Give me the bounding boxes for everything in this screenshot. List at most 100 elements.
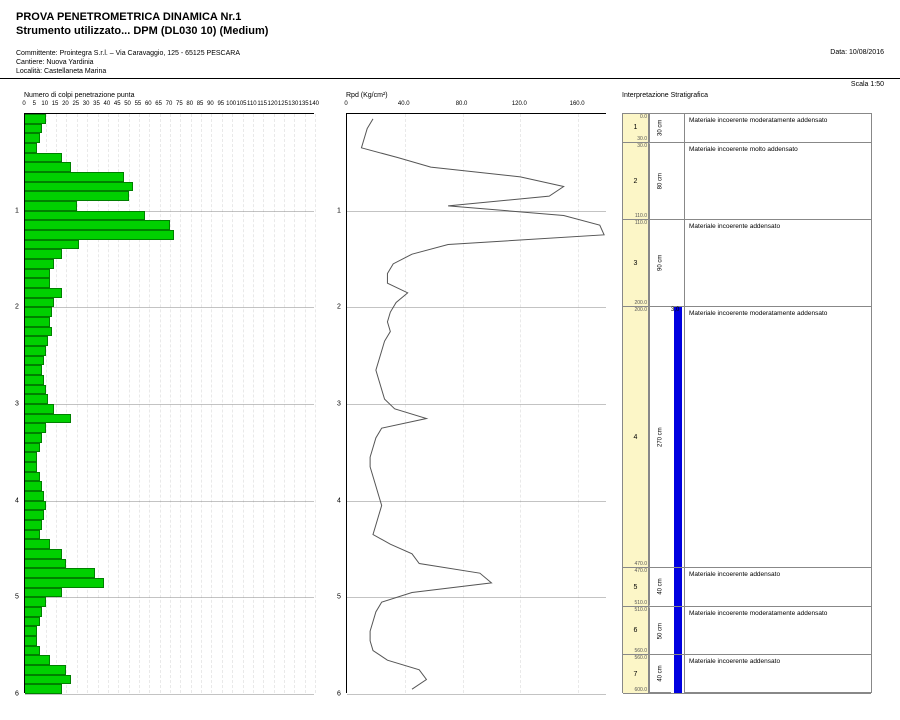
blow-bar: [25, 433, 42, 443]
blow-bar: [25, 375, 44, 385]
blow-bar: [25, 327, 52, 337]
strat-layer-desc: Materiale incoerente addensato: [685, 655, 871, 693]
blow-y-tick: 2: [15, 304, 19, 311]
strat-layer-thickness: 50 cm: [649, 607, 671, 654]
blow-bar: [25, 336, 48, 346]
scale-label: Scala 1:50: [0, 79, 900, 88]
blow-x-tick: 90: [207, 101, 214, 107]
blow-y-tick: 3: [15, 400, 19, 407]
blow-bar: [25, 182, 133, 192]
blow-x-tick: 0: [22, 101, 25, 107]
blow-x-tick: 30: [83, 101, 90, 107]
strat-layer-desc: Materiale incoerente addensato: [685, 220, 871, 306]
blow-bar: [25, 510, 44, 520]
blow-x-tick: 40: [104, 101, 111, 107]
blow-bar: [25, 259, 54, 269]
blow-x-tick: 55: [135, 101, 142, 107]
blow-bar: [25, 191, 129, 201]
strat-layer-num: 4200.0470.0: [623, 307, 649, 567]
blow-x-tick: 95: [217, 101, 224, 107]
blow-bar: [25, 230, 174, 240]
blow-x-tick: 80: [186, 101, 193, 107]
blow-bar: [25, 617, 40, 627]
rpd-line: [347, 114, 607, 694]
blow-bar: [25, 520, 42, 530]
strat-layer-desc: Materiale incoerente moderatamente adden…: [685, 114, 871, 142]
meta-cantiere: Cantiere: Nuova Yardinia: [16, 58, 240, 67]
strat-layer: 6510.0560.050 cm Materiale incoerente mod…: [623, 607, 871, 655]
strat-layer-desc: Materiale incoerente moderatamente adden…: [685, 307, 871, 567]
blow-y-tick: 6: [15, 690, 19, 697]
blow-bar: [25, 404, 54, 414]
meta-committente: Committente: Prointegra S.r.l. – Via Car…: [16, 49, 240, 58]
rpd-y-tick: 2: [337, 304, 341, 311]
strat-layer-thickness: 30 cm: [649, 114, 671, 142]
strat-layer: 4200.0470.0270 cm3,0Materiale incoerente…: [623, 307, 871, 568]
rpd-chart: Rpd (Kg/cm²) 040.080.0120.0160.0 123456: [332, 92, 612, 708]
blow-bar: [25, 452, 37, 462]
blow-bar: [25, 201, 77, 211]
blow-bar: [25, 549, 62, 559]
blow-bar: [25, 578, 104, 588]
blow-bar: [25, 162, 71, 172]
strat-layer: 10.030.030 cmMateriale incoerente modera…: [623, 114, 871, 143]
blow-x-tick: 5: [33, 101, 36, 107]
rpd-x-tick: 40.0: [398, 101, 410, 107]
rpd-x-tick: 120.0: [512, 101, 527, 107]
strat-layer: 230.0110.080 cmMateriale incoerente molt…: [623, 143, 871, 220]
blow-x-tick: 130: [288, 101, 298, 107]
blow-x-tick: 35: [93, 101, 100, 107]
blow-bar: [25, 443, 40, 453]
blow-bar: [25, 220, 170, 230]
blow-x-tick: 65: [155, 101, 162, 107]
rpd-plot: 123456: [346, 113, 606, 693]
blow-bar: [25, 298, 54, 308]
blow-bar: [25, 124, 42, 134]
blow-bar: [25, 133, 40, 143]
blow-bar: [25, 636, 37, 646]
blow-bar: [25, 172, 124, 182]
blow-bar: [25, 597, 46, 607]
strat-layer-bar: [671, 143, 685, 219]
blow-bar: [25, 414, 71, 424]
strat-layer-thickness: 40 cm: [649, 655, 671, 693]
blow-bar: [25, 143, 37, 153]
strat-column: Interpretazione Stratigrafica 10.030.030…: [622, 92, 872, 708]
blow-y-tick: 4: [15, 497, 19, 504]
blow-bar: [25, 684, 62, 694]
blow-bar: [25, 394, 48, 404]
blow-x-tick: 140: [309, 101, 319, 107]
blow-bar: [25, 472, 40, 482]
blow-bar: [25, 675, 71, 685]
meta-data: Data: 10/08/2016: [830, 49, 884, 76]
blow-bar: [25, 278, 50, 288]
blow-x-tick: 70: [166, 101, 173, 107]
blow-x-tick: 25: [72, 101, 79, 107]
strat-title: Interpretazione Stratigrafica: [622, 92, 872, 101]
strat-layer-num: 6510.0560.0: [623, 607, 649, 654]
strat-layer-num: 5470.0510.0: [623, 568, 649, 606]
blow-x-tick: 15: [52, 101, 59, 107]
strat-layer-thickness: 40 cm: [649, 568, 671, 606]
title-line-2: Strumento utilizzato... DPM (DL030 10) (…: [16, 24, 884, 38]
strat-layer: 3110.0200.090 cmMateriale incoerente add…: [623, 220, 871, 307]
blow-bar: [25, 385, 46, 395]
blow-y-tick: 1: [15, 207, 19, 214]
strat-layer-thickness: 90 cm: [649, 220, 671, 306]
rpd-x-tick: 160.0: [570, 101, 585, 107]
blow-bar: [25, 153, 62, 163]
blow-bar: [25, 559, 66, 569]
blow-bar: [25, 501, 46, 511]
strat-layer-desc: Materiale incoerente moderatamente adden…: [685, 607, 871, 654]
blow-bar: [25, 655, 50, 665]
blow-chart: Numero di colpi penetrazione punta 05101…: [10, 92, 320, 708]
blow-bar: [25, 114, 46, 124]
blow-bar: [25, 346, 46, 356]
strat-layer-bar: 3,0: [671, 307, 685, 567]
blow-x-tick: 45: [114, 101, 121, 107]
blow-y-tick: 5: [15, 594, 19, 601]
rpd-y-tick: 4: [337, 497, 341, 504]
blow-bar: [25, 646, 40, 656]
blow-x-tick: 75: [176, 101, 183, 107]
rpd-chart-title: Rpd (Kg/cm²): [332, 92, 612, 101]
